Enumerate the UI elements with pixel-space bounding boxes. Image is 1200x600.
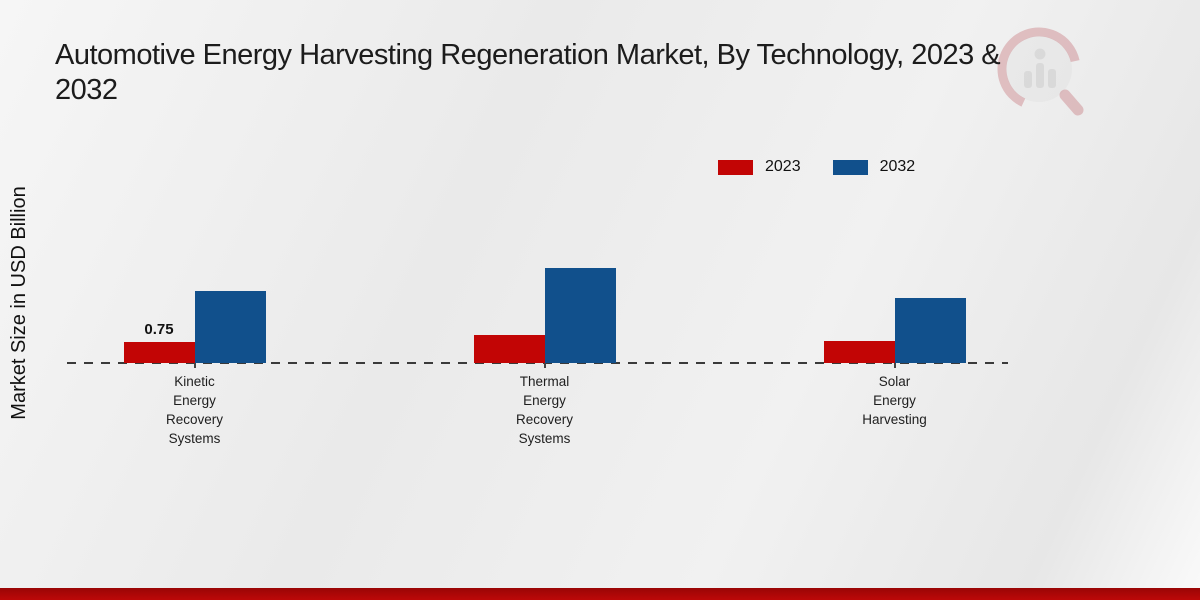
chart-title-line2: 2032 bbox=[55, 74, 118, 106]
bar-2032-category-0 bbox=[194, 291, 266, 363]
market-research-magnifier-logo-icon bbox=[997, 27, 1084, 116]
bar-2032-category-1 bbox=[544, 268, 616, 363]
legend-label-2032: 2032 bbox=[879, 158, 916, 175]
x-axis-baseline bbox=[67, 362, 1008, 364]
chart-title: Automotive Energy Harvesting Regeneratio… bbox=[55, 38, 1001, 108]
x-axis-category-label-0: Kinetic Energy Recovery Systems bbox=[165, 374, 224, 446]
bar-2023-category-0 bbox=[123, 342, 195, 363]
x-axis-category-label-1: Thermal Energy Recovery Systems bbox=[515, 374, 574, 446]
legend-swatch-2023 bbox=[718, 159, 753, 175]
legend-swatch-2032 bbox=[832, 159, 868, 175]
legend: 2023 2032 bbox=[718, 158, 915, 176]
x-axis-tick bbox=[543, 363, 546, 368]
bar-2023-category-1 bbox=[473, 335, 545, 363]
x-axis-tick bbox=[893, 363, 896, 368]
legend-label-2023: 2023 bbox=[765, 158, 801, 175]
x-axis-tick bbox=[193, 363, 196, 368]
legend-item-2032: 2032 bbox=[832, 158, 916, 176]
bar-2032-category-2 bbox=[894, 298, 966, 363]
legend-item-2023: 2023 bbox=[718, 158, 801, 176]
bar-value-label: 0.75 bbox=[144, 321, 174, 338]
bar-2023-category-2 bbox=[823, 341, 895, 363]
footer-accent-bar bbox=[0, 588, 1200, 600]
chart-title-line1: Automotive Energy Harvesting Regeneratio… bbox=[55, 39, 1001, 71]
x-axis-category-label-2: Solar Energy Harvesting bbox=[862, 374, 927, 427]
